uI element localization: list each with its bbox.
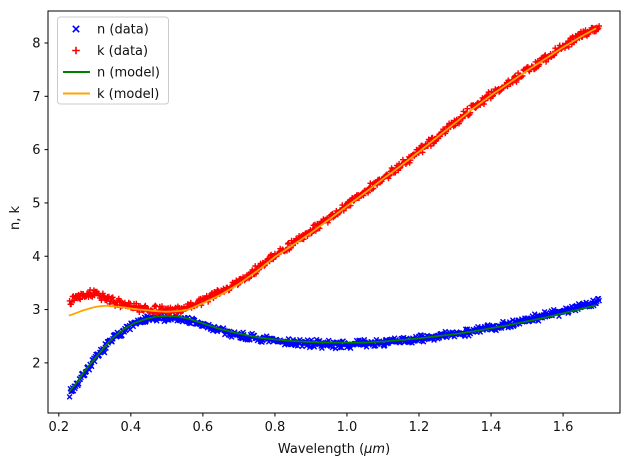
x-tick-label: 0.4	[121, 420, 142, 435]
x-axis-label: Wavelength (μm)	[278, 442, 390, 457]
x-tick-label: 1.4	[481, 420, 502, 435]
y-tick-label: 2	[32, 356, 40, 371]
y-tick-label: 3	[32, 303, 40, 318]
y-tick-label: 4	[32, 250, 40, 265]
y-tick-label: 5	[32, 197, 40, 212]
x-tick-label: 0.2	[48, 420, 69, 435]
series-n-model	[68, 304, 597, 392]
plot-area-border	[47, 10, 621, 414]
x-axis-label-suffix: )	[385, 442, 390, 457]
y-tick-label: 6	[32, 143, 40, 158]
x-tick-label: 0.8	[265, 420, 286, 435]
y-tick-label: 8	[32, 37, 40, 52]
plus-marker-icon	[72, 46, 80, 55]
x-tick-label: 1.6	[553, 420, 574, 435]
x-axis-ticks: 0.2 0.4 0.6 0.8 1.0 1.2 1.4 1.6	[48, 413, 573, 435]
x-tick-label: 1.2	[409, 420, 430, 435]
legend-label-n-data: n (data)	[97, 23, 149, 38]
y-axis-label: n, k	[8, 206, 23, 231]
series-k-model	[68, 27, 597, 317]
x-tick-label: 0.6	[193, 420, 214, 435]
x-axis-label-unit: μm	[363, 442, 385, 457]
x-marker-icon	[72, 25, 80, 33]
legend-label-n-model: n (model)	[97, 66, 160, 81]
legend-box	[57, 16, 169, 105]
x-axis-label-text: Wavelength (	[278, 442, 364, 457]
legend-label-k-model: k (model)	[97, 87, 159, 102]
x-tick-label: 1.0	[337, 420, 358, 435]
y-tick-label: 7	[32, 90, 40, 105]
legend: n (data) k (data) n (model) k (model)	[57, 16, 169, 105]
legend-label-k-data: k (data)	[97, 44, 148, 59]
plot-series	[66, 23, 602, 400]
y-axis-ticks: 2 3 4 5 6 7 8	[32, 37, 48, 371]
